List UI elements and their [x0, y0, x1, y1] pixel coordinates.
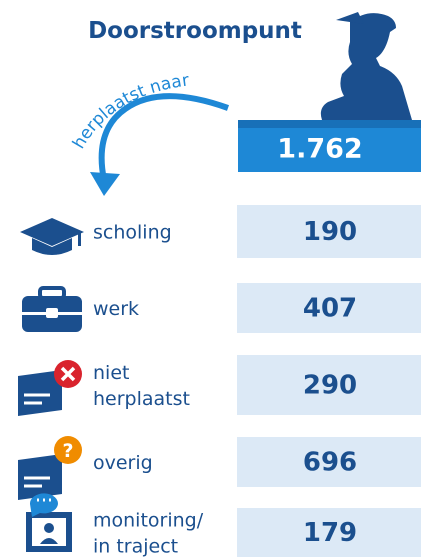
icon-part — [46, 308, 58, 318]
infographic: Doorstroompunt 1.762 herplaatst naar 190… — [0, 0, 421, 557]
title: Doorstroompunt — [88, 18, 302, 44]
row-label: monitoring/ — [93, 510, 204, 532]
row-icon — [26, 493, 72, 552]
row-value: 696 — [303, 448, 357, 478]
row-label: werk — [93, 298, 139, 320]
row-label: scholing — [93, 222, 172, 244]
row-label: in traject — [93, 536, 178, 557]
icon-part — [44, 523, 54, 533]
icon-part — [78, 232, 81, 246]
row-icon — [18, 360, 82, 416]
row-label: niet — [93, 362, 129, 384]
icon-part — [20, 218, 84, 246]
row-label: overig — [93, 452, 153, 474]
total-value: 1.762 — [277, 134, 362, 165]
row-label: herplaatst — [93, 388, 190, 410]
row-icon: ? — [18, 436, 82, 500]
total-box-edge — [238, 120, 421, 128]
arrow-head — [90, 172, 120, 196]
row-value: 190 — [303, 217, 357, 247]
arrow-label: herplaatst naar — [69, 70, 190, 152]
row-value: 179 — [303, 518, 357, 548]
row-icon — [20, 218, 84, 255]
row-icon — [22, 288, 82, 332]
icon-part — [40, 288, 64, 298]
row-value: 290 — [303, 371, 357, 401]
person-icon — [321, 12, 412, 120]
row-value: 407 — [303, 294, 357, 324]
icon-part: ? — [62, 440, 73, 462]
rows: 190 scholing 407 werk 290 niet herplaatst? 696 o… — [18, 205, 421, 557]
arrow-label-path: herplaatst naar — [69, 70, 190, 152]
